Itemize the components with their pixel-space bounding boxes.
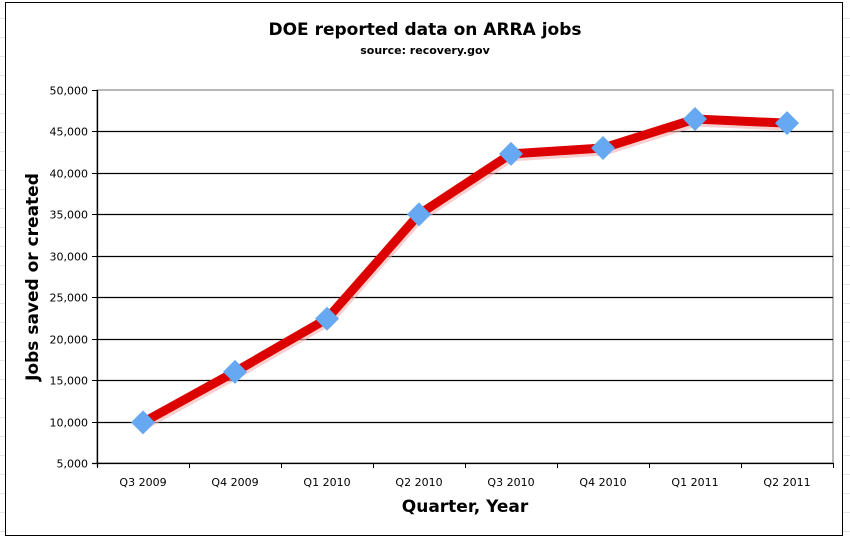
y-tick-label: 15,000: [50, 375, 89, 388]
data-point-marker-diamond: [223, 359, 247, 384]
data-point-marker-diamond: [775, 111, 799, 136]
data-point-marker-diamond: [683, 107, 707, 132]
y-tick-label: 20,000: [50, 334, 89, 347]
x-tick-label: Q4 2010: [579, 476, 626, 489]
chart-subtitle: source: recovery.gov: [360, 44, 490, 57]
chart-title: DOE reported data on ARRA jobs: [268, 20, 582, 40]
y-tick-label: 30,000: [50, 251, 89, 264]
y-tick-label: 50,000: [50, 85, 89, 98]
axes: [92, 90, 834, 468]
x-tick-label: Q4 2009: [211, 476, 258, 489]
y-tick-label: 35,000: [50, 209, 89, 222]
y-tick-labels: 5,000 10,000 15,000 20,000 25,000 30,000 35,00…: [50, 85, 89, 471]
chart-frame[interactable]: [5, 2, 843, 536]
x-axis-title: Quarter, Year: [401, 497, 529, 517]
y-tick-label: 45,000: [50, 126, 89, 139]
data-point-marker-diamond: [591, 136, 615, 161]
data-point-marker-diamond: [315, 306, 339, 331]
y-tick-label: 5,000: [57, 458, 89, 471]
data-series: [131, 107, 799, 435]
x-tick-label: Q3 2010: [487, 476, 534, 489]
y-tick-label: 25,000: [50, 292, 89, 305]
data-point-marker-diamond: [407, 202, 431, 227]
series-line: [140, 114, 788, 427]
x-tick-labels: Q3 2009 Q4 2009 Q1 2010 Q2 2010 Q3 2010 Q4 20…: [119, 476, 810, 489]
y-tick-label: 40,000: [50, 168, 89, 181]
y-tick-label: 10,000: [50, 417, 89, 430]
x-tick-label: Q2 2011: [763, 476, 810, 489]
x-tick-label: Q3 2009: [119, 476, 166, 489]
x-tick-label: Q2 2010: [395, 476, 442, 489]
gridlines: [96, 89, 834, 464]
x-tick-label: Q1 2011: [671, 476, 718, 489]
data-point-marker-diamond: [499, 141, 523, 166]
x-tick-label: Q1 2010: [303, 476, 350, 489]
data-point-marker-diamond: [131, 410, 155, 435]
